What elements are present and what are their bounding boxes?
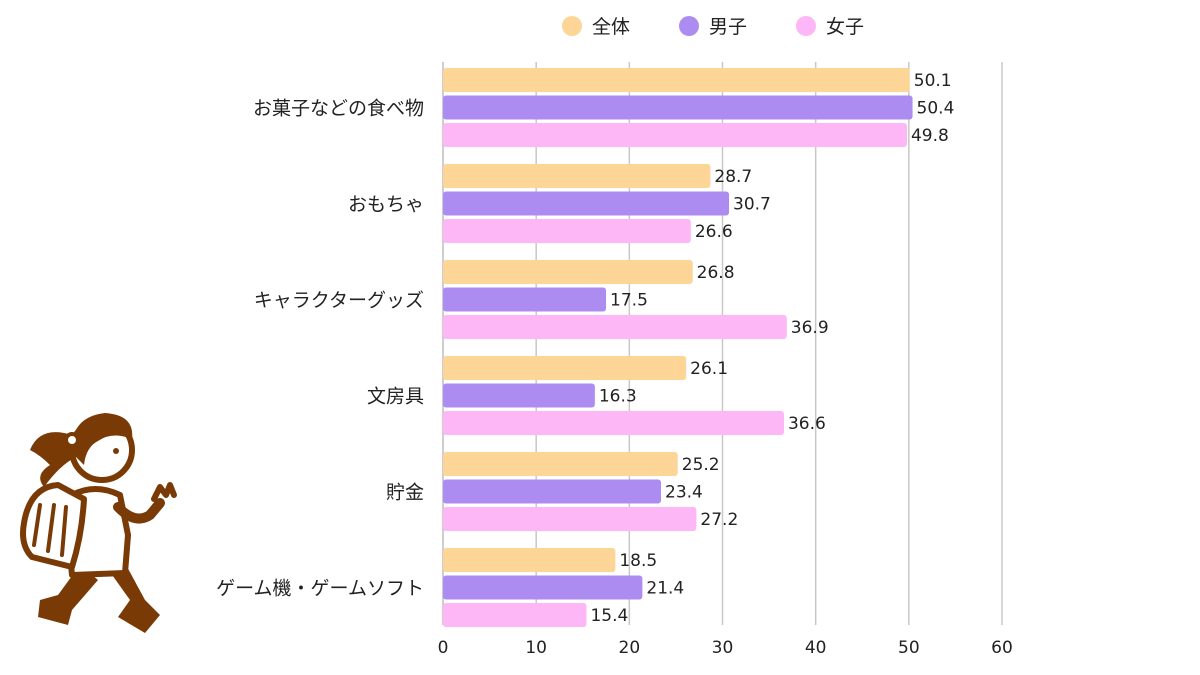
value-label: 28.7 — [714, 167, 752, 187]
bar-4-2 — [443, 507, 697, 531]
legend-swatch-0 — [562, 16, 582, 36]
kid-leg-front — [105, 563, 160, 633]
value-label: 26.1 — [690, 359, 728, 379]
kid-leg-back — [38, 565, 98, 625]
category-label: ゲーム機・ゲームソフト — [216, 578, 424, 600]
kid-figure — [20, 413, 177, 633]
x-axis-ticks: 0 10 20 30 40 50 60 — [438, 638, 1013, 658]
value-label: 17.5 — [610, 291, 648, 311]
bar-2-2 — [443, 315, 787, 339]
bar-2-1 — [443, 287, 607, 312]
bar-4-1 — [443, 479, 662, 504]
schoolgirl-illustration — [20, 413, 177, 633]
x-tick-label: 30 — [712, 638, 734, 658]
bar-1-0 — [443, 164, 711, 188]
value-label: 26.8 — [697, 263, 735, 283]
bar-1-1 — [443, 191, 730, 216]
bars — [443, 68, 913, 627]
value-label: 16.3 — [599, 387, 637, 407]
legend-label: 男子 — [709, 16, 747, 38]
value-label: 23.4 — [665, 483, 703, 503]
value-label: 50.1 — [914, 71, 952, 91]
value-label: 25.2 — [682, 455, 720, 475]
bar-5-0 — [443, 548, 616, 572]
x-tick-label: 0 — [438, 638, 449, 658]
category-label: おもちゃ — [348, 194, 424, 216]
kid-hair-tie — [64, 432, 80, 448]
kid-hand — [151, 482, 177, 502]
bar-4-0 — [443, 452, 678, 476]
bar-5-2 — [443, 603, 587, 627]
value-label: 15.4 — [590, 606, 628, 626]
bar-3-2 — [443, 411, 784, 435]
x-tick-label: 40 — [805, 638, 827, 658]
value-label: 27.2 — [700, 510, 738, 530]
kid-ponytail — [30, 432, 76, 487]
kid-backpack — [20, 482, 87, 570]
legend: 全体 男子 女子 — [562, 16, 864, 38]
value-labels: 50.1 50.4 49.8 28.7 30.726.6 26.8 17.5 36.9 26.1… — [590, 71, 954, 626]
kid-backpack-strap — [32, 503, 68, 557]
value-label: 49.8 — [911, 126, 949, 146]
category-label: キャラクターグッズ — [254, 290, 424, 312]
category-label: 貯金 — [386, 482, 424, 504]
legend-swatch-1 — [679, 16, 699, 36]
bar-0-0 — [443, 68, 910, 92]
kid-eye — [113, 448, 119, 454]
bar-3-0 — [443, 356, 687, 380]
bar-0-1 — [443, 95, 913, 120]
value-label: 50.4 — [917, 99, 955, 119]
bar-1-2 — [443, 219, 691, 243]
grid-lines — [442, 62, 1003, 625]
bar-0-2 — [443, 123, 907, 147]
value-label: 30.7 — [733, 195, 771, 215]
value-label: 36.6 — [788, 414, 826, 434]
bar-2-0 — [443, 260, 693, 284]
x-tick-label: 60 — [991, 638, 1013, 658]
legend-label: 女子 — [826, 16, 864, 38]
value-label: 21.4 — [646, 579, 684, 599]
legend-swatch-2 — [796, 16, 816, 36]
value-label: 36.9 — [791, 318, 829, 338]
legend-label: 全体 — [592, 16, 630, 38]
bar-3-1 — [443, 383, 595, 408]
category-label: お菓子などの食べ物 — [253, 98, 424, 120]
category-label: 文房具 — [367, 386, 424, 408]
value-label: 26.6 — [695, 222, 733, 242]
x-tick-label: 20 — [619, 638, 641, 658]
kid-hair — [71, 413, 133, 465]
x-tick-label: 10 — [525, 638, 547, 658]
kid-arm — [113, 498, 165, 524]
x-tick-label: 50 — [898, 638, 920, 658]
bar-5-1 — [443, 575, 643, 600]
value-label: 18.5 — [619, 551, 657, 571]
